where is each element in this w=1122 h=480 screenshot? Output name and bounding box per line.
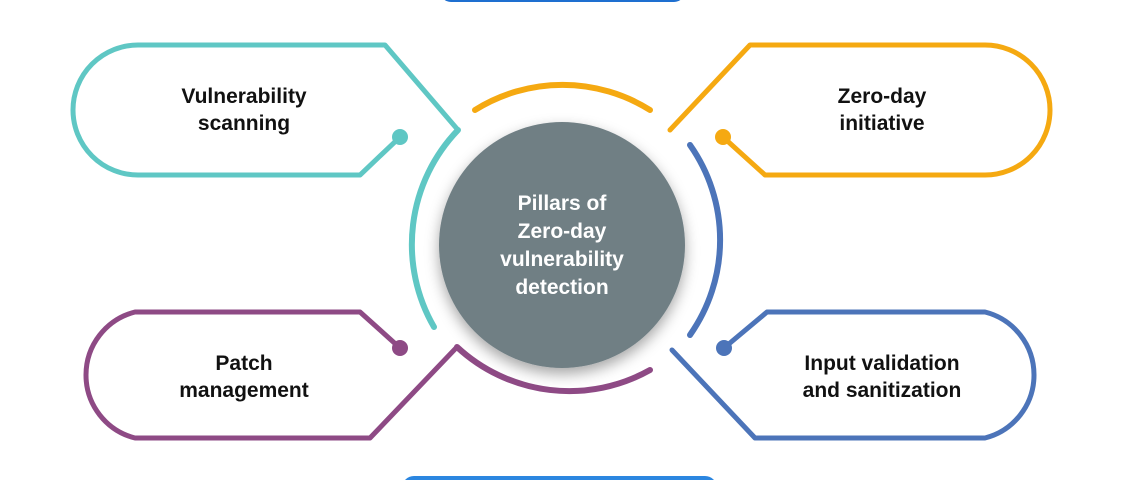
center-title: Pillars of Zero-day vulnerability detect… (452, 190, 672, 302)
pillar-label-line: scanning (197, 112, 291, 135)
pillar-label-input-validation: Input validation and sanitization (772, 350, 992, 404)
pillar-label-line: Vulnerability (181, 85, 307, 108)
pillar-label-line: Input validation (804, 352, 960, 375)
pillar-shape-vulnerability-scanning (70, 42, 461, 178)
center-title-line: detection (515, 276, 609, 299)
bottom-accent-bar (405, 476, 714, 480)
ring-arc-purple (454, 344, 653, 395)
ring-arc-teal (408, 127, 461, 330)
center-title-line: Zero-day (517, 220, 607, 243)
connector-dot-zero-day-initiative (715, 129, 731, 145)
pillar-label-zero-day-initiative: Zero-day initiative (772, 83, 992, 137)
center-circle (439, 122, 685, 368)
pillar-label-line: management (179, 379, 309, 402)
top-accent-bar (444, 0, 681, 2)
pillar-shape-patch-management (83, 309, 460, 441)
pillar-label-line: initiative (839, 112, 925, 135)
connector-dot-patch-management (392, 340, 408, 356)
ring-arc-blue (687, 142, 724, 338)
pillar-shape-input-validation (669, 309, 1037, 441)
ring-arc-orange (472, 81, 653, 113)
center-title-line: vulnerability (500, 248, 624, 271)
connector-dot-vulnerability-scanning (392, 129, 408, 145)
pillar-label-vulnerability-scanning: Vulnerability scanning (134, 83, 354, 137)
center-title-line: Pillars of (517, 192, 607, 215)
pillar-label-line: Patch (215, 352, 273, 375)
pillar-label-patch-management: Patch management (134, 350, 354, 404)
pillar-shape-zero-day-initiative (667, 42, 1053, 178)
pillar-label-line: Zero-day (837, 85, 927, 108)
pillar-label-line: and sanitization (802, 379, 962, 402)
connector-dot-input-validation (716, 340, 732, 356)
